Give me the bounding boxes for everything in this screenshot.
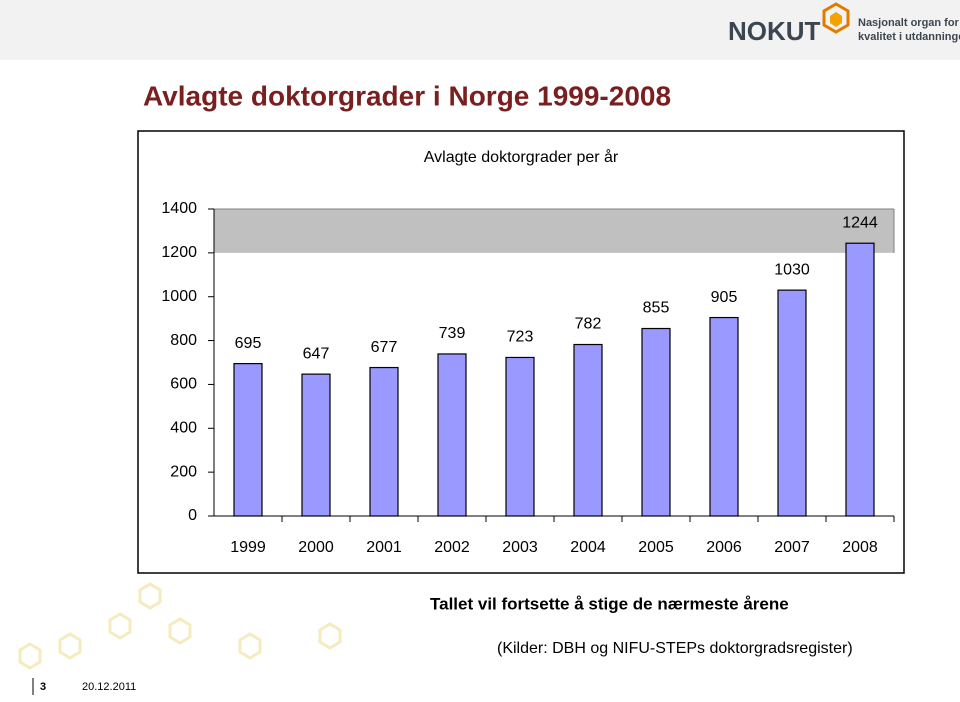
data-label: 647 <box>303 345 330 362</box>
data-label: 1030 <box>774 261 810 278</box>
tagline: Nasjonalt organ for <box>858 17 960 29</box>
plot-band <box>214 209 894 253</box>
x-tick-label: 2006 <box>706 539 742 556</box>
bar <box>369 366 399 517</box>
x-tick-label: 2000 <box>298 539 334 556</box>
bar <box>301 373 331 517</box>
bar <box>505 356 535 517</box>
chart-title: Avlagte doktorgrader per år <box>424 148 619 166</box>
note: Tallet vil fortsette å stige de nærmeste… <box>430 594 789 613</box>
y-tick-label: 1400 <box>161 200 197 217</box>
y-tick-label: 600 <box>170 376 197 393</box>
data-label: 905 <box>711 289 738 306</box>
data-label: 855 <box>643 300 670 317</box>
x-tick-label: 1999 <box>230 539 266 556</box>
x-tick-label: 2008 <box>842 539 878 556</box>
logo-icon <box>822 2 850 34</box>
page-number: 3 <box>40 681 46 693</box>
y-tick-label: 200 <box>170 463 197 480</box>
y-tick-label: 400 <box>170 420 197 437</box>
bar <box>777 289 807 517</box>
y-tick-label: 0 <box>188 507 197 524</box>
data-label: 677 <box>371 339 398 356</box>
bar <box>573 343 603 517</box>
x-tick-label: 2005 <box>638 539 674 556</box>
x-tick-label: 2004 <box>570 539 606 556</box>
y-tick-label: 1200 <box>161 244 197 261</box>
data-label: 739 <box>439 325 466 342</box>
bar <box>845 242 875 517</box>
bar <box>233 362 263 517</box>
data-label: 1244 <box>842 214 878 231</box>
x-tick-label: 2001 <box>366 539 402 556</box>
decor-pattern <box>18 582 342 670</box>
bar <box>641 327 671 517</box>
data-label: 695 <box>235 335 262 352</box>
logo-icon-inner <box>830 12 842 27</box>
date: 20.12.2011 <box>82 681 136 693</box>
header-band <box>0 0 960 60</box>
x-tick-label: 2002 <box>434 539 470 556</box>
bar <box>437 353 467 517</box>
y-tick-label: 800 <box>170 332 197 349</box>
logo: NOKUT <box>728 16 821 46</box>
bar <box>709 316 739 517</box>
source: (Kilder: DBH og NIFU-STEPs doktorgradsre… <box>497 640 853 657</box>
slide-title: Avlagte doktorgrader i Norge 1999-2008 <box>143 80 671 111</box>
data-label: 782 <box>575 316 602 333</box>
x-tick-label: 2003 <box>502 539 538 556</box>
x-tick-label: 2007 <box>774 539 810 556</box>
y-tick-label: 1000 <box>161 288 197 305</box>
tagline: kvalitet i utdanningen <box>858 31 960 43</box>
data-label: 723 <box>507 329 534 346</box>
